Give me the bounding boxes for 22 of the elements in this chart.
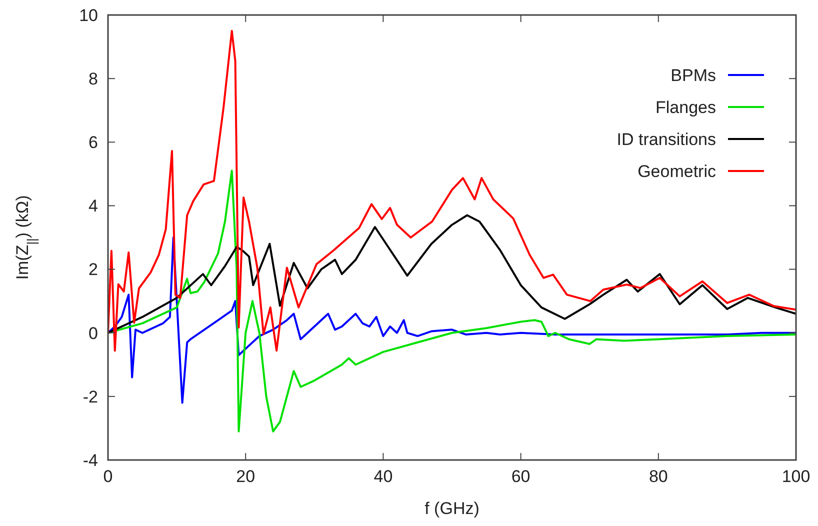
x-tick-label: 20 [236, 467, 256, 486]
x-axis-title: f (GHz) [424, 499, 480, 518]
y-tick-label: 2 [88, 260, 98, 280]
legend-label: Geometric [638, 162, 716, 181]
y-tick-label: 0 [88, 324, 98, 343]
y-tick-label: -2 [82, 387, 98, 406]
y-tick-label: 4 [88, 196, 98, 216]
line-series [108, 236, 796, 404]
x-tick-label: 40 [374, 467, 393, 486]
y-tick-label: 10 [79, 6, 98, 25]
legend-label: Flanges [656, 98, 716, 117]
x-tick-label: 100 [782, 467, 810, 486]
y-tick-label: -4 [82, 450, 98, 470]
line-series [108, 214, 796, 334]
y-tick-label: 6 [88, 133, 98, 152]
x-tick-label: 60 [511, 467, 530, 486]
legend-label: BPMs [670, 66, 716, 85]
x-tick-label: 80 [648, 467, 668, 486]
x-tick-label: 0 [103, 467, 113, 486]
y-tick-label: 8 [88, 70, 98, 89]
legend-label: ID transitions [616, 130, 716, 149]
line-series [108, 30, 796, 352]
